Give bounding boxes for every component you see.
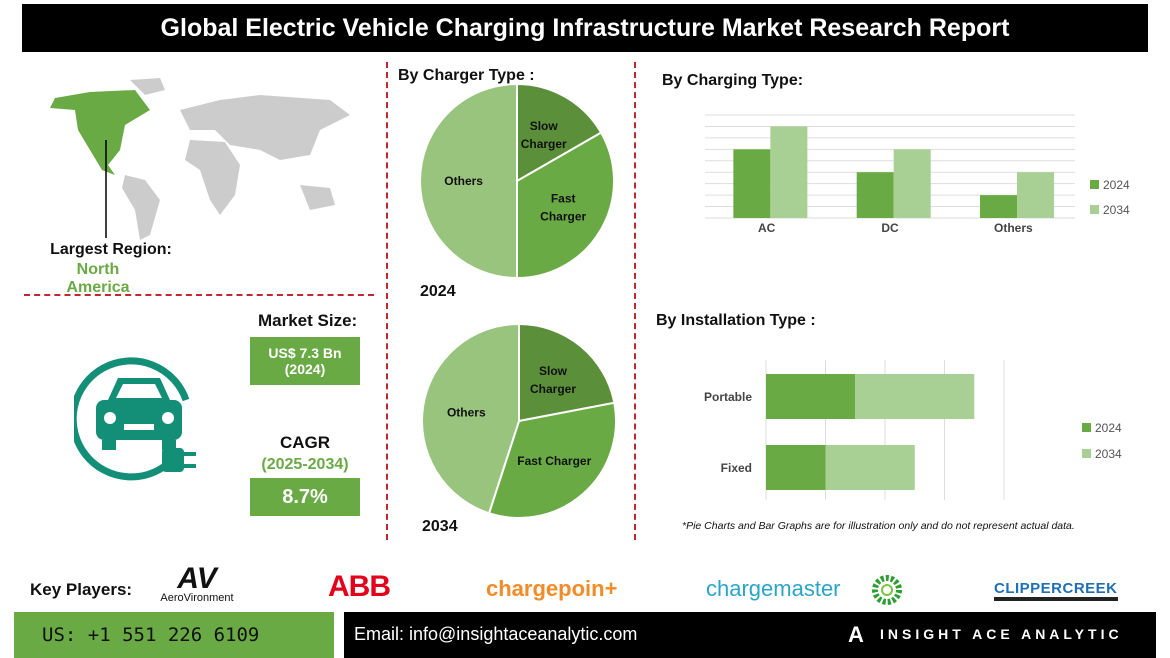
charging-type-heading: By Charging Type: — [662, 72, 804, 89]
bar-segment — [825, 445, 915, 490]
pie-label: Charger — [521, 137, 567, 151]
charger-type-heading: By Charger Type : — [398, 67, 535, 84]
bar — [770, 126, 808, 218]
bar-segment — [766, 374, 856, 419]
abb-logo: ABB — [328, 570, 391, 603]
installation-type-heading: By Installation Type : — [656, 312, 816, 329]
footer-bar: Email: info@insightaceanalytic.com A INS… — [344, 612, 1156, 658]
bar — [856, 172, 894, 218]
disclaimer-note: *Pie Charts and Bar Graphs are for illus… — [682, 520, 1075, 532]
pie-label: Charger — [540, 210, 586, 224]
page-title: Global Electric Vehicle Charging Infrast… — [22, 4, 1148, 52]
bar — [980, 195, 1018, 218]
bar — [733, 149, 771, 218]
pie-chart-2034: Slow Charger Fast Charger Others — [421, 322, 617, 519]
pie-slice — [516, 131, 615, 280]
market-size-box: US$ 7.3 Bn (2024) — [250, 337, 360, 385]
chargepoint-logo: chargepoin+ — [486, 576, 618, 601]
x-tick-label: DC — [881, 221, 899, 235]
y-tick-label: Fixed — [721, 461, 752, 475]
legend-label: 2024 — [1103, 178, 1130, 192]
legend-label: 2034 — [1103, 203, 1130, 217]
pie-label: Charger — [530, 382, 576, 396]
largest-region-label: Largest Region: — [50, 241, 172, 258]
cagr-label: CAGR — [279, 433, 331, 452]
divider — [24, 294, 374, 296]
legend-swatch — [1082, 423, 1091, 432]
world-map — [50, 78, 350, 240]
chargemaster-logo: chargemaster — [706, 576, 841, 601]
pie-year-2034: 2034 — [422, 518, 458, 535]
pie-label: Others — [447, 406, 486, 420]
market-size-value: US$ 7.3 Bn — [268, 345, 342, 361]
cagr-value: 8.7% — [250, 478, 360, 516]
brand-name: INSIGHT ACE ANALYTIC — [880, 626, 1123, 642]
pie-label: Fast Charger — [517, 454, 591, 468]
clippercreek-logo: CLIPPERCREEK — [994, 580, 1118, 601]
bar — [1017, 172, 1055, 218]
x-tick-label: AC — [758, 221, 776, 235]
y-tick-label: Portable — [704, 390, 752, 404]
phone-number: US: +1 551 226 6109 — [14, 612, 334, 658]
pie-chart-2024: Slow Charger Fast Charger Others — [419, 82, 615, 280]
legend-label: 2024 — [1095, 421, 1122, 435]
legend-label: 2034 — [1095, 447, 1122, 461]
bar — [893, 149, 931, 218]
pie-label: Slow — [539, 364, 568, 378]
ev-charging-icon — [74, 357, 196, 481]
pie-label: Slow — [530, 119, 559, 133]
divider — [634, 62, 636, 540]
bar-segment — [855, 374, 975, 419]
bp-logo — [872, 575, 902, 605]
market-size-label: Market Size: — [258, 311, 358, 330]
pie-label: Others — [444, 174, 483, 188]
bar-segment — [766, 445, 826, 490]
charging-type-bar-chart: AC DC Others 2024 2034 — [705, 114, 1130, 235]
email: Email: info@insightaceanalytic.com — [354, 624, 638, 644]
pie-slice — [516, 82, 603, 183]
key-players-label: Key Players: — [30, 580, 133, 599]
pie-slice — [518, 322, 616, 423]
pie-slice — [487, 401, 617, 519]
brand-logo-icon: A — [848, 622, 864, 647]
pie-slice — [419, 82, 518, 280]
installation-type-bar-chart: Portable Fixed 2024 2034 — [704, 360, 1122, 500]
legend-swatch — [1090, 205, 1099, 214]
pie-label: Fast — [551, 192, 576, 206]
largest-region-value: North America — [66, 261, 130, 296]
x-tick-label: Others — [994, 221, 1033, 235]
legend-swatch — [1082, 449, 1091, 458]
pie-slice — [421, 322, 520, 515]
market-size-year: (2024) — [284, 361, 326, 377]
cagr-period: (2025-2034) — [261, 456, 349, 473]
divider — [386, 62, 388, 540]
pie-year-2024: 2024 — [420, 283, 456, 300]
aerovironment-logo: AV AeroVironment — [160, 562, 234, 605]
legend-swatch — [1090, 180, 1099, 189]
